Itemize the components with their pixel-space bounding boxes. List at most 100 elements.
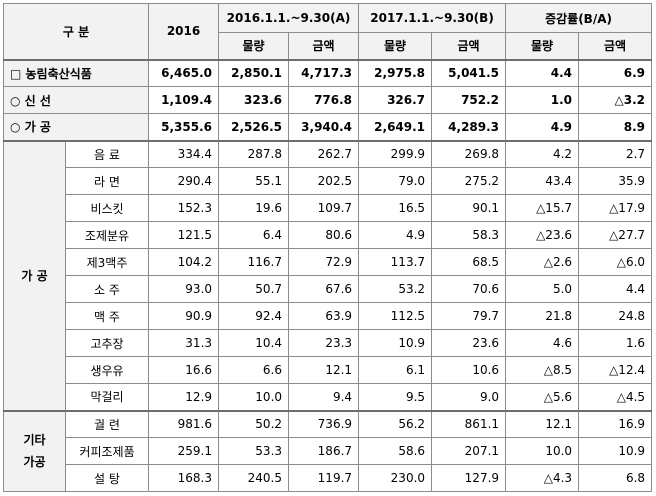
cell-period-b-qty: 326.7	[358, 86, 433, 114]
cell-period-b-qty: 299.9	[358, 139, 433, 168]
cell-rate-amount: 8.9	[578, 113, 653, 141]
item-label: 소 주	[64, 275, 150, 303]
item-label: 생우유	[64, 356, 150, 384]
cell-value-2016: 6,465.0	[148, 58, 220, 87]
cell-period-a-qty: 55.1	[218, 167, 290, 195]
cell-period-a-qty: 287.8	[218, 139, 290, 168]
cell-period-b-qty: 79.0	[358, 167, 433, 195]
cell-rate-amount: 6.8	[578, 464, 653, 492]
cell-period-b-amount: 10.6	[431, 356, 507, 384]
cell-period-a-amount: 80.6	[288, 221, 360, 249]
cell-period-b-qty: 113.7	[358, 248, 433, 276]
cell-value-2016: 152.3	[148, 194, 220, 222]
cell-period-a-qty: 323.6	[218, 86, 290, 114]
cell-rate-amount: 1.6	[578, 329, 653, 357]
cell-value-2016: 168.3	[148, 464, 220, 492]
cell-period-a-qty: 2,850.1	[218, 58, 290, 87]
cell-rate-qty: 10.0	[505, 437, 580, 465]
cell-rate-amount: 6.9	[578, 58, 653, 87]
cell-rate-qty: △15.7	[505, 194, 580, 222]
item-label: 설 탕	[64, 464, 150, 492]
cell-period-b-amount: 9.0	[431, 383, 507, 411]
item-label: 궐 련	[64, 409, 150, 438]
item-label: 라 면	[64, 167, 150, 195]
cell-rate-qty: △4.3	[505, 464, 580, 492]
cell-period-b-amount: 207.1	[431, 437, 507, 465]
cell-rate-qty: △2.6	[505, 248, 580, 276]
cell-rate-qty: 4.6	[505, 329, 580, 357]
cell-value-2016: 5,355.6	[148, 113, 220, 141]
cell-rate-amount: △4.5	[578, 383, 653, 411]
cell-value-2016: 121.5	[148, 221, 220, 249]
summary-row: ○ 신 선 1,109.4 323.6 776.8 326.7 752.2 1.0 △3.2	[2, 86, 653, 114]
cell-period-b-amount: 79.7	[431, 302, 507, 330]
item-label: 커피조제품	[64, 437, 150, 465]
header-a-amount: 금액	[288, 32, 360, 61]
cell-value-2016: 290.4	[148, 167, 220, 195]
cell-rate-amount: 4.4	[578, 275, 653, 303]
cell-rate-amount: △17.9	[578, 194, 653, 222]
table-row: 고추장 31.3 10.4 23.3 10.9 23.6 4.6 1.6	[4, 329, 653, 357]
cell-period-b-qty: 230.0	[358, 464, 433, 492]
summary-row-label: □ 농림축산식품	[2, 58, 150, 87]
cell-value-2016: 1,109.4	[148, 86, 220, 114]
cell-rate-amount: 2.7	[578, 139, 653, 168]
table-body: 구 분 2016 2016.1.1.~9.30(A) 2017.1.1.~9.3…	[2, 3, 653, 492]
cell-rate-qty: 21.8	[505, 302, 580, 330]
cell-period-a-amount: 202.5	[288, 167, 360, 195]
header-a-qty: 물량	[218, 32, 290, 61]
cell-period-a-amount: 736.9	[288, 409, 360, 438]
cell-period-b-qty: 2,649.1	[358, 113, 433, 141]
cell-rate-qty: △5.6	[505, 383, 580, 411]
cell-rate-amount: △12.4	[578, 356, 653, 384]
cell-period-a-qty: 10.0	[218, 383, 290, 411]
cell-period-a-amount: 67.6	[288, 275, 360, 303]
cell-rate-amount: 35.9	[578, 167, 653, 195]
cell-rate-qty: 43.4	[505, 167, 580, 195]
cell-period-b-amount: 4,289.3	[431, 113, 507, 141]
cell-rate-qty: 4.2	[505, 139, 580, 168]
cell-period-a-amount: 776.8	[288, 86, 360, 114]
cell-period-a-amount: 119.7	[288, 464, 360, 492]
cell-rate-qty: △8.5	[505, 356, 580, 384]
cell-rate-qty: 4.4	[505, 58, 580, 87]
cell-period-b-amount: 752.2	[431, 86, 507, 114]
summary-row: ○ 가 공 5,355.6 2,526.5 3,940.4 2,649.1 4,289.3…	[2, 113, 653, 141]
cell-period-a-qty: 53.3	[218, 437, 290, 465]
cell-period-b-qty: 6.1	[358, 356, 433, 384]
cell-rate-amount: △27.7	[578, 221, 653, 249]
cell-period-a-amount: 262.7	[288, 139, 360, 168]
summary-row-label: ○ 신 선	[2, 86, 150, 114]
header-rate: 증감률(B/A)	[505, 3, 653, 33]
header-category: 구 분	[2, 3, 150, 61]
cell-period-b-amount: 70.6	[431, 275, 507, 303]
trade-statistics-table-container: 구 분 2016 2016.1.1.~9.30(A) 2017.1.1.~9.3…	[2, 3, 653, 492]
summary-row-label: ○ 가 공	[2, 113, 150, 141]
cell-rate-qty: △23.6	[505, 221, 580, 249]
cell-value-2016: 31.3	[148, 329, 220, 357]
header-row-1: 구 분 2016 2016.1.1.~9.30(A) 2017.1.1.~9.3…	[2, 3, 653, 61]
cell-period-b-qty: 2,975.8	[358, 58, 433, 87]
header-period-b: 2017.1.1.~9.30(B)	[358, 3, 507, 33]
cell-period-a-qty: 6.4	[218, 221, 290, 249]
cell-value-2016: 259.1	[148, 437, 220, 465]
header-rate-amount: 금액	[578, 32, 653, 61]
cell-period-a-amount: 9.4	[288, 383, 360, 411]
cell-period-a-amount: 23.3	[288, 329, 360, 357]
cell-period-b-amount: 275.2	[431, 167, 507, 195]
cell-period-b-amount: 5,041.5	[431, 58, 507, 87]
cell-period-b-qty: 10.9	[358, 329, 433, 357]
cell-rate-amount: △6.0	[578, 248, 653, 276]
cell-rate-qty: 1.0	[505, 86, 580, 114]
cell-period-b-amount: 58.3	[431, 221, 507, 249]
group-label-processed: 가 공	[3, 139, 66, 411]
table-row: 소 주 93.0 50.7 67.6 53.2 70.6 5.0 4.4	[4, 275, 653, 303]
table-row: 제3맥주 104.2 116.7 72.9 113.7 68.5 △2.6 △6.0	[4, 248, 653, 276]
cell-period-a-amount: 3,940.4	[288, 113, 360, 141]
table-row: 맥 주 90.9 92.4 63.9 112.5 79.7 21.8 24.8	[4, 302, 653, 330]
cell-period-b-qty: 9.5	[358, 383, 433, 411]
cell-period-a-qty: 2,526.5	[218, 113, 290, 141]
group-label-other: 기타 가공	[3, 409, 66, 492]
cell-period-a-amount: 186.7	[288, 437, 360, 465]
